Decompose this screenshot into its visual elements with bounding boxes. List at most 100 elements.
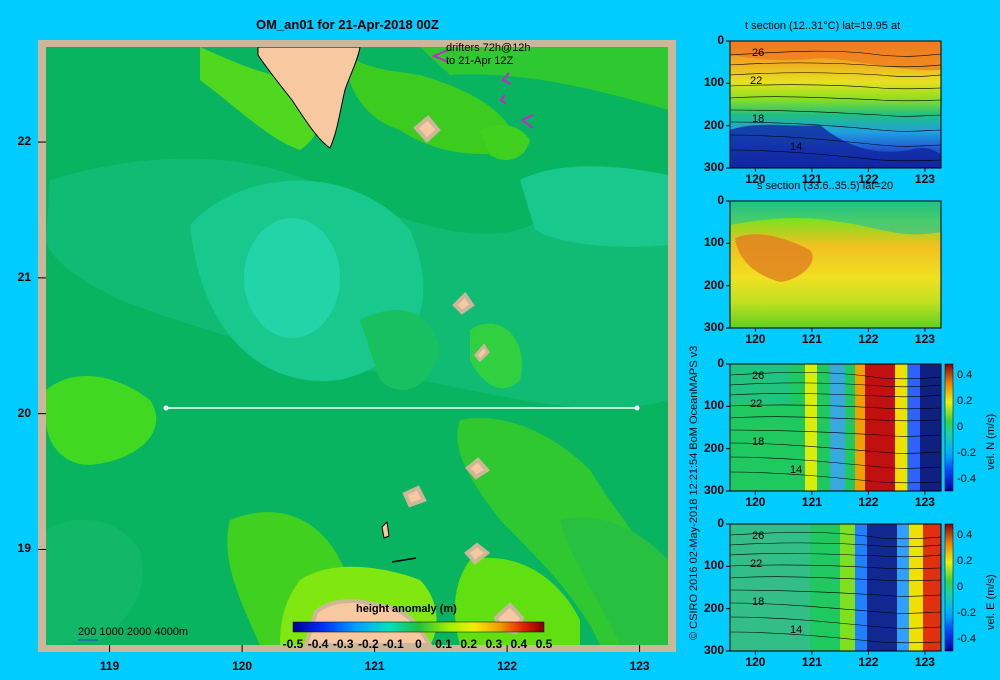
ve_section-contour-label: 18 (752, 596, 765, 608)
t-section-frame (729, 40, 942, 169)
vn_section-contour-label: 26 (752, 370, 765, 382)
map-y-tick-19: 19 (17, 541, 31, 556)
ve_section-contour-label: 14 (790, 624, 803, 636)
drifter-tracks (431, 49, 534, 129)
ve_section-cbar-tick: 0.4 (957, 529, 973, 541)
t_section-x-tick: 121 (801, 172, 822, 186)
vn_section-y-tick: 0 (717, 356, 724, 370)
t_section-x-tick: 122 (858, 172, 879, 186)
axis-ticks (38, 40, 926, 655)
vn_section-contour-label: 18 (752, 436, 765, 448)
height-colorbar-tick: 0.3 (485, 637, 503, 651)
height-colorbar (292, 621, 545, 633)
s-section-frame (729, 200, 942, 329)
t_section-y-tick: 300 (703, 160, 724, 174)
vn_section-y-tick: 100 (703, 398, 724, 413)
height-colorbar-tick: 0.4 (510, 637, 528, 651)
section-end-marker (634, 405, 640, 411)
drifters-label-line2: to 21-Apr 12Z (446, 55, 514, 67)
height-colorbar-tick: -0.1 (383, 637, 404, 651)
ve_section-y-tick: 0 (717, 516, 724, 530)
height-colorbar-tick: -0.5 (282, 637, 304, 651)
map-y-tick-21: 21 (17, 269, 31, 284)
ve_section-cbar-tick: -0.2 (957, 607, 976, 619)
t_section-x-tick: 123 (914, 172, 935, 186)
ve_section-x-tick: 120 (745, 655, 766, 669)
height-colorbar-tick: 0.2 (460, 637, 478, 651)
vn_section-cbar-tick: -0.4 (957, 473, 976, 485)
ve-section-frame (729, 523, 942, 652)
drifters-label-line1: drifters 72h@12h (446, 42, 531, 54)
s_section-x-tick: 121 (801, 332, 822, 346)
s_section-y-tick: 0 (717, 193, 724, 207)
vn_section-x-tick: 123 (914, 495, 935, 509)
t_section-y-tick: 100 (703, 75, 724, 90)
ve-colorbar-label: vel. E (m/s) (985, 574, 997, 630)
map-x-tick-122: 122 (497, 659, 518, 673)
map-x-tick-119: 119 (99, 659, 120, 673)
ve_section-cbar-tick: 0 (957, 581, 964, 593)
vn_section-cbar-tick: 0.2 (957, 395, 973, 407)
ve_section-y-tick: 100 (703, 558, 724, 573)
map-y-tick-22: 22 (17, 134, 31, 149)
height-colorbar-tick: -0.4 (307, 637, 329, 651)
map-y-tick-20: 20 (17, 405, 31, 420)
t_section-contour-label: 26 (752, 47, 765, 59)
ve_section-y-tick: 200 (703, 600, 724, 615)
ve_section-cbar-tick: 0.2 (957, 555, 973, 567)
ve_section-contour-label: 26 (752, 530, 765, 542)
s_section-y-tick: 300 (703, 320, 724, 334)
vn-colorbar (944, 363, 954, 492)
t_section-y-tick: 200 (703, 117, 724, 132)
t_section-x-tick: 120 (745, 172, 766, 186)
s_section-x-tick: 120 (745, 332, 766, 346)
height-colorbar-tick: 0 (415, 637, 422, 651)
map-x-tick-120: 120 (232, 659, 253, 673)
vn_section-contour-label: 14 (790, 464, 803, 476)
t_section-y-tick: 0 (717, 33, 724, 47)
ve_section-y-tick: 300 (703, 643, 724, 657)
s_section-y-tick: 200 (703, 277, 724, 292)
t-section-contours (729, 50, 942, 162)
s_section-x-tick: 122 (858, 332, 879, 346)
ve_section-cbar-tick: -0.4 (957, 633, 976, 645)
section-start-marker (163, 405, 169, 411)
vn_section-contour-label: 22 (750, 398, 763, 410)
ve_section-x-tick: 121 (801, 655, 822, 669)
height-colorbar-tick: -0.3 (332, 637, 354, 651)
t_section-contour-label: 14 (790, 141, 803, 153)
height-anomaly-field (46, 47, 668, 645)
t-section-title: t section (12..31°C) lat=19.95 at (745, 20, 901, 32)
vn_section-y-tick: 300 (703, 483, 724, 497)
s-section-title: s section (33.6..35.5) lat=20 (757, 180, 894, 192)
height-colorbar-tick: 0.1 (435, 637, 452, 651)
t_section-contour-label: 22 (750, 75, 763, 87)
colorbar-title: height anomaly (m) (356, 603, 457, 615)
map-title: OM_an01 for 21-Apr-2018 00Z (256, 17, 439, 32)
vn_section-x-tick: 122 (858, 495, 879, 509)
vn_section-x-tick: 120 (745, 495, 766, 509)
depth-scale-label: 200 1000 2000 4000m (78, 626, 189, 638)
vn_section-cbar-tick: 0 (957, 421, 964, 433)
ve-section-contours (729, 532, 942, 644)
vn-section-frame (729, 363, 942, 492)
credit-text: © CSIRO 2016 02-May-2018 12:21:54 BoM Oc… (688, 345, 700, 640)
map-x-tick-121: 121 (364, 659, 385, 673)
map-x-tick-123: 123 (629, 659, 650, 673)
vn_section-cbar-tick: 0.4 (957, 369, 973, 381)
vn_section-x-tick: 121 (801, 495, 822, 509)
vn_section-cbar-tick: -0.2 (957, 447, 976, 459)
ve_section-x-tick: 123 (914, 655, 935, 669)
height-colorbar-tick: -0.2 (357, 637, 379, 651)
t_section-contour-label: 18 (752, 113, 765, 125)
ve_section-x-tick: 122 (858, 655, 879, 669)
s_section-x-tick: 123 (914, 332, 935, 346)
vn-colorbar-label: vel. N (m/s) (985, 413, 997, 470)
s_section-y-tick: 100 (703, 235, 724, 250)
vn_section-y-tick: 200 (703, 440, 724, 455)
height-colorbar-tick: 0.5 (535, 637, 553, 651)
ve-colorbar (944, 523, 954, 652)
ve_section-contour-label: 22 (750, 558, 763, 570)
